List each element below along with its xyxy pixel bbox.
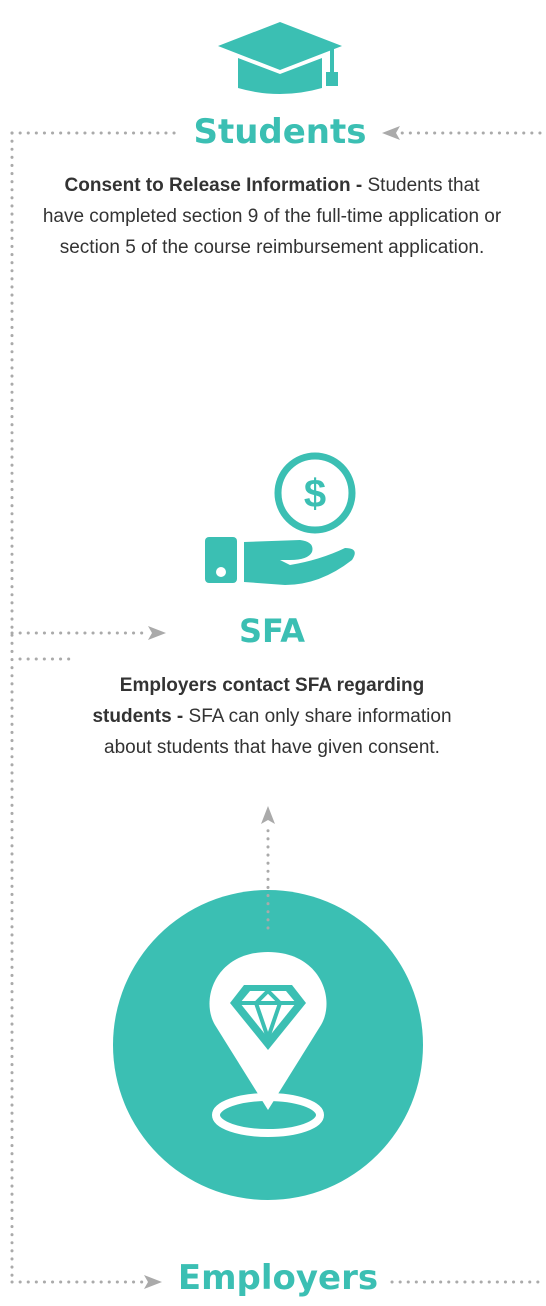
connectors [10,126,542,1289]
sfa-icon: $ [205,452,356,585]
node-title: Employers [177,1258,379,1298]
node-title: SFA [239,612,305,650]
node-title: Students [193,112,367,152]
description-lead: Consent to Release Information - [64,175,363,196]
description-text: SFA can only share information about stu… [104,706,452,758]
node-description: Consent to Release Information - Student… [42,170,502,263]
node-description: Employers contact SFA regarding students… [82,670,462,763]
description-text: Students that have completed section 9 o… [42,175,502,258]
graduation-cap-icon [218,22,342,94]
svg-text:$: $ [304,472,326,516]
description-lead: Employers contact SFA regarding students… [92,675,425,727]
employers-icon [113,890,423,1200]
